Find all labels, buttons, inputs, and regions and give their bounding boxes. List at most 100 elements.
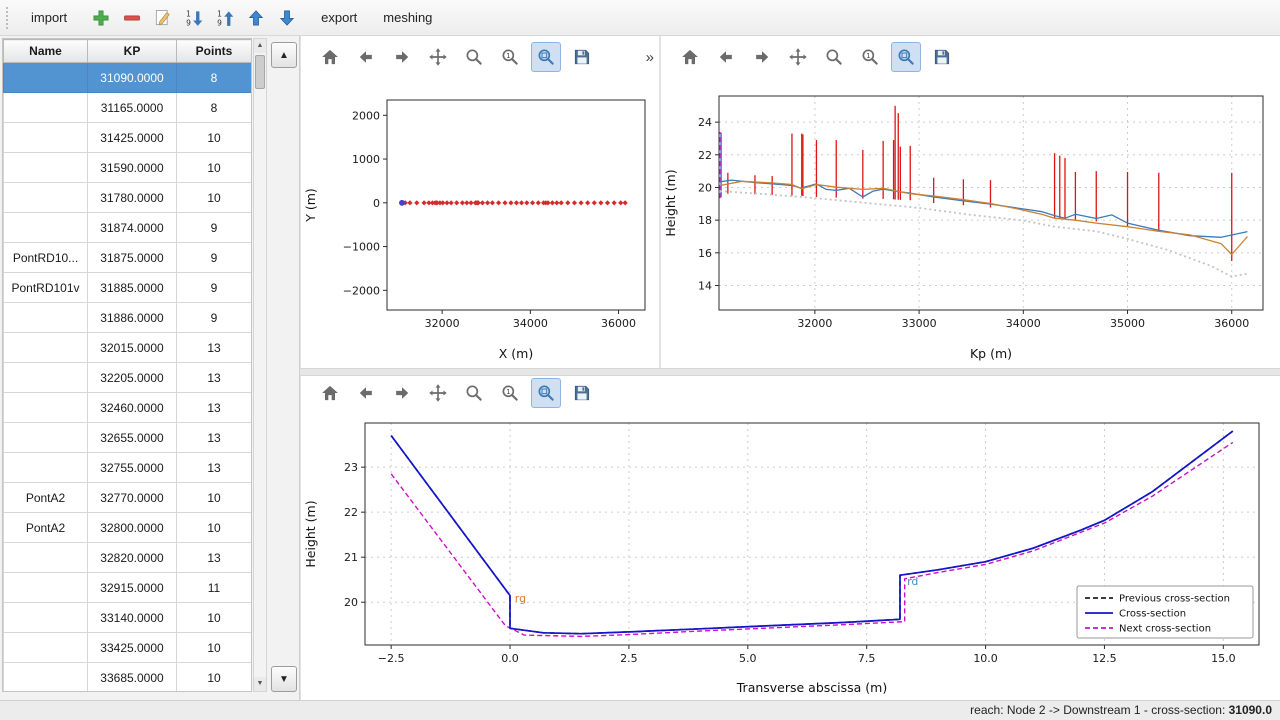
home-button[interactable]	[315, 42, 345, 72]
import-button[interactable]: import	[19, 4, 79, 31]
cell-points[interactable]: 10	[176, 632, 251, 663]
cell-name[interactable]	[3, 122, 88, 153]
cell-kp[interactable]: 33685.0000	[87, 662, 177, 691]
cell-kp[interactable]: 31875.0000	[87, 242, 177, 273]
cell-kp[interactable]: 31165.0000	[87, 92, 177, 123]
table-row[interactable]: PontRD10... 31875.0000 9	[3, 242, 251, 273]
save-button[interactable]	[567, 378, 597, 408]
cell-points[interactable]: 10	[176, 512, 251, 543]
back-button[interactable]	[351, 378, 381, 408]
table-row[interactable]: 31874.0000 9	[3, 212, 251, 243]
cell-points[interactable]: 8	[176, 62, 251, 93]
zoom-1-button[interactable]: 1	[495, 42, 525, 72]
cell-kp[interactable]: 32205.0000	[87, 362, 177, 393]
cell-points[interactable]: 13	[176, 392, 251, 423]
home-button[interactable]	[675, 42, 705, 72]
table-row[interactable]: 32205.0000 13	[3, 362, 251, 393]
cell-kp[interactable]: 32770.0000	[87, 482, 177, 513]
horizontal-splitter[interactable]	[300, 368, 1280, 380]
meshing-button[interactable]: meshing	[371, 4, 444, 31]
table-row[interactable]: 31780.0000 10	[3, 182, 251, 213]
table-row[interactable]: 31165.0000 8	[3, 92, 251, 123]
cell-name[interactable]: PontA2	[3, 482, 88, 513]
table-row[interactable]: 32015.0000 13	[3, 332, 251, 363]
move-down-button[interactable]	[273, 4, 301, 32]
cell-points[interactable]: 10	[176, 662, 251, 691]
table-row[interactable]: 32755.0000 13	[3, 452, 251, 483]
pan-button[interactable]	[423, 42, 453, 72]
cell-name[interactable]	[3, 212, 88, 243]
cell-kp[interactable]: 32915.0000	[87, 572, 177, 603]
zoom-button[interactable]	[459, 42, 489, 72]
cell-name[interactable]	[3, 302, 88, 333]
cell-kp[interactable]: 32655.0000	[87, 422, 177, 453]
cell-name[interactable]	[3, 152, 88, 183]
cell-name[interactable]	[3, 602, 88, 633]
cell-points[interactable]: 9	[176, 272, 251, 303]
cell-points[interactable]: 10	[176, 602, 251, 633]
forward-button[interactable]	[747, 42, 777, 72]
zoom-button[interactable]	[819, 42, 849, 72]
cell-points[interactable]: 11	[176, 572, 251, 603]
cell-name[interactable]: PontRD101v	[3, 272, 88, 303]
cell-name[interactable]	[3, 392, 88, 423]
back-button[interactable]	[351, 42, 381, 72]
cell-points[interactable]: 13	[176, 362, 251, 393]
profile-plot[interactable]: 32000 33000 34000 35000 36000 14 16 18 20 22 24 Kp …	[661, 74, 1277, 366]
add-section-button[interactable]	[87, 4, 115, 32]
cell-points[interactable]: 9	[176, 302, 251, 333]
column-header-kp[interactable]: KP	[87, 39, 177, 63]
cell-points[interactable]: 9	[176, 242, 251, 273]
save-button[interactable]	[567, 42, 597, 72]
scrollbar-down-arrow-icon[interactable]: ▼	[254, 677, 266, 691]
table-scrollbar[interactable]: ▲ ▼	[253, 38, 267, 692]
table-row[interactable]: 33685.0000 10	[3, 662, 251, 691]
cell-points[interactable]: 13	[176, 422, 251, 453]
zoom-rect-button[interactable]	[531, 42, 561, 72]
toolbar-grip[interactable]	[6, 6, 13, 29]
cell-name[interactable]	[3, 92, 88, 123]
cell-kp[interactable]: 31886.0000	[87, 302, 177, 333]
cell-points[interactable]: 13	[176, 542, 251, 573]
pan-button[interactable]	[423, 378, 453, 408]
zoom-rect-button[interactable]	[531, 378, 561, 408]
next-section-button[interactable]: ▼	[271, 666, 297, 692]
cell-name[interactable]: PontRD10...	[3, 242, 88, 273]
scrollbar-thumb[interactable]	[255, 55, 265, 89]
cell-points[interactable]: 13	[176, 452, 251, 483]
cell-kp[interactable]: 32820.0000	[87, 542, 177, 573]
cell-kp[interactable]: 33425.0000	[87, 632, 177, 663]
cell-kp[interactable]: 31425.0000	[87, 122, 177, 153]
cell-kp[interactable]: 32755.0000	[87, 452, 177, 483]
table-row[interactable]: 32915.0000 11	[3, 572, 251, 603]
cross_section-plot[interactable]: −2.5 0.0 2.5 5.0 7.5 10.0 12.5 15.0 20 21 22 23 Tran…	[301, 410, 1277, 700]
cell-points[interactable]: 8	[176, 92, 251, 123]
cell-name[interactable]	[3, 182, 88, 213]
previous-section-button[interactable]: ▲	[271, 42, 297, 68]
scrollbar-up-arrow-icon[interactable]: ▲	[254, 39, 266, 53]
table-row[interactable]: 31590.0000 10	[3, 152, 251, 183]
cell-kp[interactable]: 32015.0000	[87, 332, 177, 363]
toolbar-overflow-chevron[interactable]: »	[645, 48, 654, 66]
table-row[interactable]: 31425.0000 10	[3, 122, 251, 153]
cell-name[interactable]	[3, 542, 88, 573]
cell-kp[interactable]: 33140.0000	[87, 602, 177, 633]
cell-kp[interactable]: 31090.0000	[87, 62, 177, 93]
cell-points[interactable]: 10	[176, 122, 251, 153]
cell-name[interactable]	[3, 572, 88, 603]
zoom-rect-button[interactable]	[891, 42, 921, 72]
plan-plot[interactable]: 32000 34000 36000 2000 1000 0 −1000 −2000 X (m) Y…	[301, 74, 659, 366]
edit-section-button[interactable]	[149, 4, 177, 32]
cell-name[interactable]	[3, 632, 88, 663]
zoom-1-button[interactable]: 1	[495, 378, 525, 408]
cell-kp[interactable]: 31885.0000	[87, 272, 177, 303]
table-row[interactable]: PontA2 32800.0000 10	[3, 512, 251, 543]
table-row[interactable]: 33140.0000 10	[3, 602, 251, 633]
cell-kp[interactable]: 32460.0000	[87, 392, 177, 423]
cell-points[interactable]: 13	[176, 332, 251, 363]
zoom-1-button[interactable]: 1	[855, 42, 885, 72]
cell-kp[interactable]: 31590.0000	[87, 152, 177, 183]
cell-kp[interactable]: 32800.0000	[87, 512, 177, 543]
